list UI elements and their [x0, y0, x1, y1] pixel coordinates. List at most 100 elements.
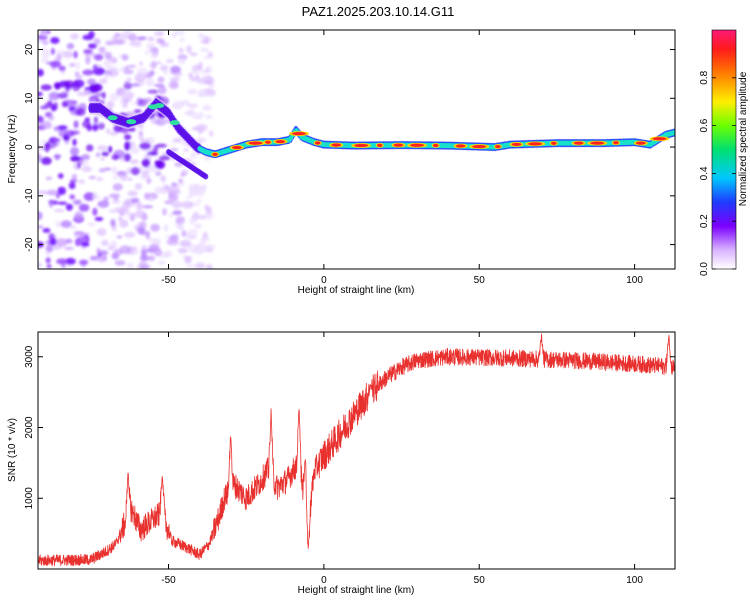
colorbar-title: Normalized spectral amplitude	[738, 71, 749, 206]
spectrogram-noise-cell	[98, 46, 106, 53]
colorbar-tick-label: 0.2	[699, 214, 710, 228]
spectrogram-noise-cell	[61, 101, 69, 108]
spectrogram-noise-cell	[88, 30, 95, 39]
spectrogram-noise-cell	[157, 76, 165, 83]
spectrogram-noise-cell	[43, 142, 51, 153]
spectrogram-noise-cell	[137, 67, 149, 75]
spectrogram-noise-cell	[139, 254, 149, 262]
spectrogram-noise-cell	[86, 78, 96, 85]
spectrogram-noise-cell	[85, 144, 94, 152]
spectrogram-noise-cell	[98, 168, 106, 173]
spectrogram-noise-cell	[141, 158, 151, 168]
spectrogram-noise-cell	[147, 196, 154, 202]
spectrogram-noise-cell	[97, 122, 105, 130]
spectrogram-y-tick-label: -20	[24, 237, 35, 252]
spectrogram-noise-cell	[97, 145, 108, 151]
spectrogram-noise-cell	[127, 210, 132, 219]
spectrogram-noise-cell	[168, 212, 174, 218]
spectrogram-noise-cell	[164, 250, 173, 258]
spectrogram-noise-cell	[126, 77, 132, 82]
spectrogram-noise-cell	[88, 175, 97, 180]
spectrogram-noise-cell	[55, 50, 67, 55]
spectrogram-noise-cell	[168, 81, 179, 90]
spectrogram-noise-cell	[120, 90, 132, 100]
spectrogram-noise-cell	[146, 151, 158, 156]
spectrogram-noise-cell	[171, 200, 183, 209]
spectrogram-noise-cell	[185, 232, 190, 238]
spectrogram-noise-cell	[140, 249, 147, 257]
spectrogram-noise-cell	[134, 210, 146, 218]
spectrogram-noise-cell	[200, 70, 207, 74]
spectrogram-noise-cell	[110, 240, 118, 249]
colorbar-tick-label: 0.8	[699, 70, 710, 84]
spectrogram-noise-cell	[82, 69, 94, 76]
spectrogram-noise-cell	[192, 70, 200, 75]
spectrogram-noise-cell	[187, 235, 197, 239]
spectrogram-noise-cell	[40, 84, 52, 91]
spectrogram-noise-cell	[74, 231, 85, 239]
spectrogram-noise-cell	[185, 256, 191, 261]
spectrogram-noise-cell	[95, 152, 101, 158]
spectrogram-y-tick-label: 10	[24, 92, 35, 104]
spectrogram-hot-spot	[169, 120, 180, 126]
spectrogram-noise-cell	[40, 57, 49, 63]
spectrogram-noise-cell	[41, 30, 48, 37]
spectrogram-noise-cell	[159, 42, 170, 48]
spectrogram-x-ticks: -50 0 50 100	[161, 30, 643, 286]
spectrogram-noise-cell	[45, 176, 53, 181]
spectrogram-noise-cell	[202, 231, 209, 239]
spectrogram-hot-spot	[551, 141, 557, 145]
spectrogram-noise-cell	[147, 89, 159, 94]
spectrogram-noise-cell	[47, 99, 53, 107]
spectrogram-noise-cell	[69, 194, 76, 200]
spectrogram-noise-cell	[129, 247, 139, 256]
spectrogram-noise-cell	[38, 142, 42, 147]
spectrogram-hot-spot	[231, 145, 242, 150]
spectrogram-hot-spot	[635, 141, 646, 145]
spectrogram-noise-cell	[155, 143, 168, 148]
spectrogram-noise-cell	[103, 167, 112, 171]
colorbar-tick-label: 0.4	[699, 166, 710, 180]
spectrogram-noise-cell	[129, 146, 140, 155]
spectrogram-noise-cell	[180, 173, 186, 177]
spectrogram-noise-cell	[38, 225, 44, 229]
spectrogram-noise-cell	[71, 130, 80, 135]
spectrogram-noise-cell	[73, 120, 79, 129]
spectrogram-noise-cell	[75, 107, 86, 116]
spectrogram-noise-cell	[102, 255, 108, 261]
spectrogram-hot-spot	[472, 144, 487, 149]
spectrogram-plot: -50 0 50 100 -20 -10 0 10 20 Height of straight…	[7, 29, 676, 296]
spectrogram-noise-cell	[48, 116, 55, 121]
spectrogram-hot-spot	[275, 139, 286, 144]
colorbar-tick-label: 0.0	[699, 262, 710, 276]
spectrogram-noise-cell	[177, 57, 186, 65]
spectrogram-noise-cell	[105, 128, 111, 135]
spectrogram-noise-cell	[183, 148, 190, 152]
colorbar-tick-label: 0.6	[699, 118, 710, 132]
spectrogram-noise-cell	[187, 104, 199, 108]
spectrogram-noise-cell	[50, 37, 60, 44]
spectrogram-noise-cell	[122, 201, 131, 211]
spectrogram-noise-cell	[147, 255, 155, 262]
spectrogram-x-axis-title: Height of straight line (km)	[298, 285, 415, 296]
spectrogram-noise-cell	[70, 155, 81, 162]
spectrogram-hot-spot	[590, 141, 605, 145]
spectrogram-noise-cell	[184, 110, 195, 116]
spectrogram-noise-cell	[164, 200, 173, 205]
spectrogram-noise-cell	[110, 218, 116, 227]
spectrogram-noise-cell	[127, 190, 138, 197]
spectrogram-noise-cell	[100, 157, 106, 161]
spectrogram-y-ticks: -20 -10 0 10 20	[24, 44, 675, 252]
spectrogram-noise-cell	[93, 37, 101, 45]
spectrogram-hot-spot	[126, 119, 137, 125]
snr-y-tick-label: 1000	[24, 487, 35, 510]
spectrogram-noise-cell	[87, 222, 96, 227]
spectrogram-hot-spot	[331, 143, 342, 147]
spectrogram-noise-cell	[87, 43, 97, 49]
spectrogram-noise-cell	[201, 185, 207, 193]
spectrogram-noise-cell	[42, 40, 49, 45]
spectrogram-noise-cell	[124, 200, 132, 204]
spectrogram-noise-cell	[98, 78, 108, 84]
spectrogram-noise-cell	[57, 92, 69, 99]
spectrogram-noise-cell	[105, 40, 116, 46]
